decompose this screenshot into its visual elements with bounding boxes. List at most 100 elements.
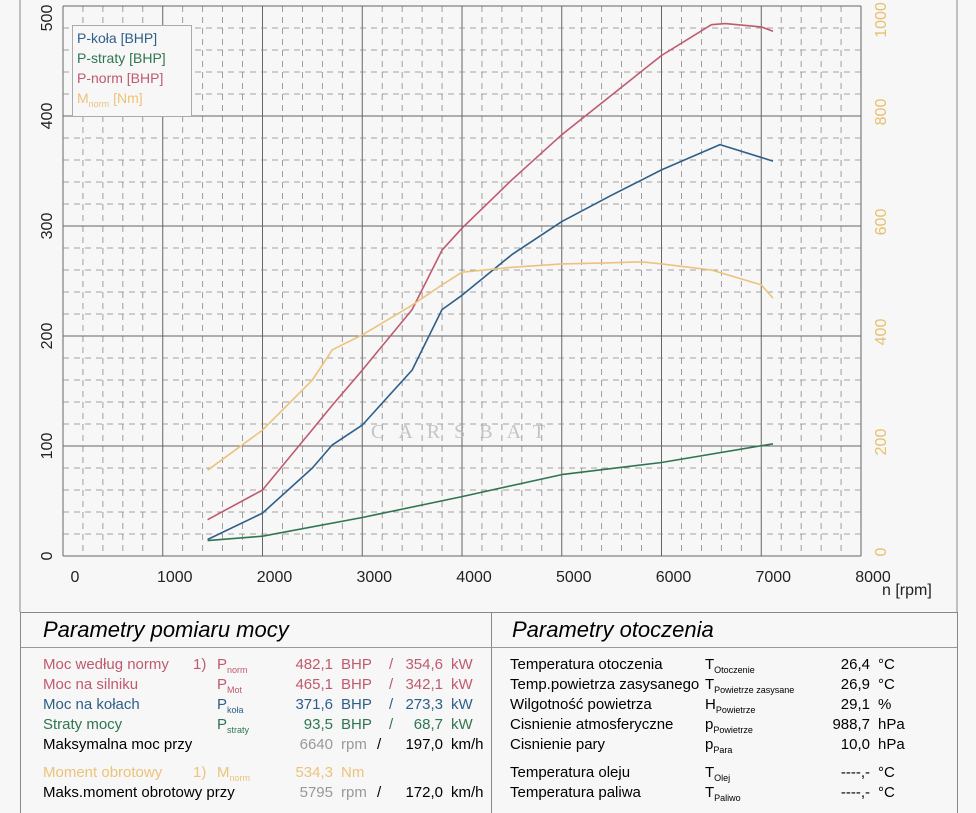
axis-ticks: 0 1000 2000 3000 4000 5000 6000 7000 80000100200… — [39, 2, 891, 586]
table-row: Straty mocy Pstraty 93,5 BHP / 68,7 kW — [43, 716, 491, 736]
separator: / — [389, 676, 394, 693]
table-row: Moment obrotowy 1) Mnorm 534,3 Nm — [43, 764, 491, 784]
kw-value: 68,7 — [413, 716, 443, 733]
symbol: P — [217, 676, 228, 693]
kw-unit: kW — [451, 676, 473, 693]
legend-m-sub: norm — [88, 98, 110, 109]
separator: / — [389, 716, 394, 733]
symbol: M — [217, 764, 230, 781]
legend-p-kola: P-koła [BHP] — [77, 30, 158, 46]
legend-m-unit: [Nm] — [109, 90, 143, 106]
symbol: T — [705, 764, 715, 781]
y2-tick-label: 800 — [873, 99, 890, 126]
speed-unit: km/h — [451, 736, 484, 753]
legend-p-norm: P-norm [BHP] — [77, 70, 164, 86]
symbol: TOlej — [705, 764, 730, 783]
torque-value: 534,3 — [295, 764, 333, 781]
speed-value: 197,0 — [405, 736, 443, 753]
x-tick-label: 7000 — [755, 569, 791, 586]
bhp-unit: BHP — [341, 696, 372, 713]
row-label: Temperatura otoczenia — [510, 656, 663, 673]
bhp-unit: BHP — [341, 716, 372, 733]
watermark: CARSBAT — [371, 421, 559, 443]
series-p-straty-bhp- — [207, 443, 774, 542]
symbol: Pnorm — [217, 656, 248, 675]
separator: / — [377, 784, 382, 801]
row-label: Cisnienie atmosferyczne — [510, 716, 674, 733]
bhp-value: 482,1 — [295, 656, 333, 673]
y-tick-label: 300 — [39, 213, 56, 240]
series-lines — [207, 22, 774, 542]
table-row: Temperatura oleju TOlej ----,- °C — [510, 764, 957, 784]
symbol: Pstraty — [217, 716, 249, 735]
bhp-unit: BHP — [341, 676, 372, 693]
table-row: Cisnienie pary pPara 10,0 hPa — [510, 736, 957, 756]
value: 10,0 — [840, 736, 870, 753]
row-label: Moment obrotowy — [43, 764, 163, 781]
symbol: TOtoczenie — [705, 656, 755, 675]
symbol: T — [705, 656, 715, 673]
x-tick-label: 8000 — [855, 569, 891, 586]
y-tick-label: 200 — [39, 323, 56, 350]
y-tick-label: 400 — [39, 103, 56, 130]
symbol: HPowietrze — [705, 696, 755, 715]
rpm-value: 5795 — [299, 784, 333, 801]
y2-tick-label: 0 — [873, 547, 890, 556]
power-panel-title: Parametry pomiaru mocy — [21, 613, 491, 648]
symbol-sub: Olej — [714, 773, 731, 783]
symbol: Mnorm — [217, 764, 250, 783]
unit: °C — [878, 656, 895, 673]
row-label: Maksymalna moc przy — [43, 736, 193, 753]
value: 29,1 — [840, 696, 870, 713]
value: ----,- — [840, 764, 870, 781]
value: 988,7 — [832, 716, 870, 733]
kw-value: 354,6 — [405, 656, 443, 673]
y2-tick-label: 200 — [873, 429, 890, 456]
unit: hPa — [878, 736, 905, 753]
row-label: Wilgotność powietrza — [510, 696, 652, 713]
series-p-norm-bhp- — [207, 22, 774, 521]
separator: / — [377, 736, 382, 753]
symbol-sub: norm — [227, 665, 248, 675]
ambient-panel-title: Parametry otoczenia — [490, 613, 957, 648]
row-label: Temp.powietrza zasysanego — [510, 676, 700, 693]
y2-tick-label: 600 — [873, 209, 890, 236]
speed-value: 172,0 — [405, 784, 443, 801]
x-tick-label: 5000 — [556, 569, 592, 586]
unit: °C — [878, 764, 895, 781]
symbol: p — [705, 736, 714, 753]
symbol: H — [705, 696, 716, 713]
torque-unit: Nm — [341, 764, 365, 781]
table-row: Temperatura otoczenia TOtoczenie 26,4 °C — [510, 656, 957, 676]
table-row: Moc według normy 1) Pnorm 482,1 BHP / 354,6 kW — [43, 656, 491, 676]
x-tick-label: 6000 — [656, 569, 692, 586]
y-tick-label: 100 — [39, 433, 56, 460]
y2-tick-label: 1000 — [873, 2, 890, 38]
table-row: Maks.moment obrotowy przy 5795 rpm / 172,0 km… — [43, 784, 491, 804]
x-tick-label: 3000 — [356, 569, 392, 586]
unit: °C — [878, 676, 895, 693]
unit: hPa — [878, 716, 905, 733]
symbol-sub: koła — [227, 705, 244, 715]
kw-unit: kW — [451, 716, 473, 733]
bhp-unit: BHP — [341, 656, 372, 673]
separator: / — [389, 696, 394, 713]
value: 26,9 — [840, 676, 870, 693]
value: 26,4 — [840, 656, 870, 673]
row-label: Moc na silniku — [43, 676, 139, 693]
symbol-sub: norm — [229, 773, 251, 783]
legend-m-norm: Mnorm [Nm] — [77, 88, 187, 114]
symbol-sub: Para — [713, 745, 733, 755]
row-label: Straty mocy — [43, 716, 123, 733]
symbol: TPaliwo — [705, 784, 741, 803]
x-tick-label: 0 — [71, 569, 80, 586]
series-mnorm-nm- — [207, 260, 774, 471]
table-row: Wilgotność powietrza HPowietrze 29,1% — [510, 696, 957, 716]
symbol: Pkoła — [217, 696, 244, 715]
row-label: Temperatura oleju — [510, 764, 631, 781]
unit: % — [878, 696, 892, 713]
legend-p-straty: P-straty [BHP] — [77, 50, 166, 66]
symbol: T — [705, 676, 715, 693]
symbol: p — [705, 716, 714, 733]
bhp-value: 465,1 — [295, 676, 333, 693]
